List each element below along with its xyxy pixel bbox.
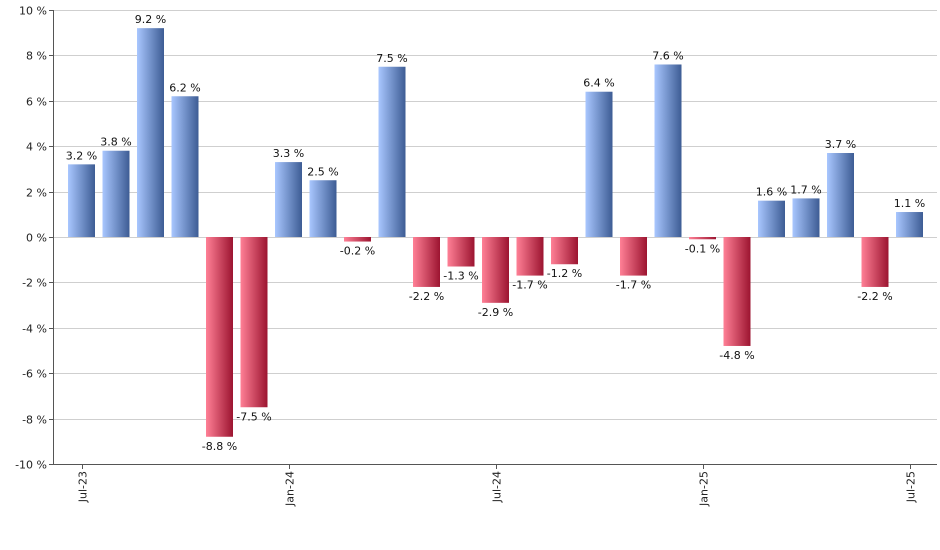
- y-tick-label: 8 %: [26, 50, 47, 63]
- y-tick-label: 0 %: [26, 232, 47, 245]
- data-label-2023-10: 6.2 %: [169, 81, 200, 94]
- data-label-2025-01: -0.1 %: [685, 242, 720, 255]
- data-label-2025-05: 3.7 %: [825, 138, 856, 151]
- bar-2024-06: [447, 237, 475, 267]
- data-label-2025-03: 1.6 %: [756, 186, 787, 199]
- y-tick-label: 6 %: [26, 96, 47, 109]
- data-labels: 3.2 %3.8 % 9.2 % 6.2 % -8.8 % -7.5 % 3.3 %2.5…: [66, 13, 925, 453]
- bar-2024-11: [620, 237, 647, 276]
- bar-2023-07: [68, 164, 95, 237]
- data-label-2024-11: -1.7 %: [616, 279, 651, 292]
- bars: [68, 28, 923, 437]
- bar-2024-12: [654, 64, 682, 237]
- data-label-2024-07: -2.9 %: [478, 306, 513, 319]
- y-tick-label: -10 %: [15, 459, 47, 472]
- bar-2025-07: [896, 212, 923, 237]
- data-label-2023-08: 3.8 %: [100, 136, 131, 149]
- data-label-2024-05: -2.2 %: [409, 290, 444, 303]
- axes: 10 % 8 % 6 % 4 % 2 % 0 % -2 % -4 % -6 % -8 % -10 %…: [15, 5, 937, 507]
- x-tick-label: Jul-24: [491, 471, 504, 503]
- bar-2025-01: [689, 237, 716, 240]
- bar-2023-09: [137, 28, 164, 237]
- y-tick-label: 2 %: [26, 187, 47, 200]
- bar-2024-01: [275, 162, 302, 237]
- data-label-2024-03: -0.2 %: [340, 245, 375, 258]
- bar-2023-11: [206, 237, 233, 437]
- x-tick-label: Jan-25: [698, 471, 711, 507]
- bar-2024-05: [413, 237, 440, 287]
- data-label-2025-04: 1.7 %: [790, 183, 821, 196]
- x-tick-label: Jul-25: [905, 471, 918, 503]
- bar-2025-04: [792, 198, 820, 237]
- y-tick-label: -8 %: [22, 414, 47, 427]
- x-tick-label: Jul-23: [77, 471, 90, 503]
- y-tick-label: 4 %: [26, 141, 47, 154]
- data-label-2024-02: 2.5 %: [307, 165, 338, 178]
- data-label-2024-12: 7.6 %: [652, 49, 683, 62]
- data-label-2025-06: -2.2 %: [857, 290, 892, 303]
- bar-2024-02: [309, 180, 337, 237]
- data-label-2025-02: -4.8 %: [719, 349, 754, 362]
- data-label-2025-07: 1.1 %: [894, 197, 925, 210]
- data-label-2024-06: -1.3 %: [443, 270, 478, 283]
- data-label-2023-12: -7.5 %: [236, 410, 271, 423]
- bar-2024-03: [344, 237, 371, 242]
- bar-2024-04: [378, 66, 406, 237]
- data-label-2023-11: -8.8 %: [202, 440, 237, 453]
- bar-2023-10: [171, 96, 199, 237]
- y-tick-label: 10 %: [19, 5, 47, 18]
- bar-2023-12: [240, 237, 268, 408]
- bar-2024-09: [551, 237, 578, 265]
- data-label-2024-10: 6.4 %: [583, 77, 614, 90]
- bar-2025-06: [861, 237, 889, 287]
- x-tick-label: Jan-24: [284, 471, 297, 507]
- data-label-2024-01: 3.3 %: [273, 147, 304, 160]
- bar-2025-02: [723, 237, 751, 346]
- y-tick-label: -6 %: [22, 368, 47, 381]
- data-label-2023-07: 3.2 %: [66, 149, 97, 162]
- y-tick-label: -2 %: [22, 277, 47, 290]
- data-label-2024-09: -1.2 %: [547, 267, 582, 280]
- data-label-2023-09: 9.2 %: [135, 13, 166, 26]
- bar-2025-03: [758, 200, 785, 237]
- data-label-2024-04: 7.5 %: [376, 52, 407, 65]
- y-tick-label: -4 %: [22, 323, 47, 336]
- data-label-2024-08: -1.7 %: [512, 279, 547, 292]
- bar-2024-07: [482, 237, 509, 303]
- bar-2024-08: [516, 237, 544, 276]
- bar-2024-10: [585, 91, 613, 237]
- bar-2023-08: [102, 150, 130, 237]
- bar-2025-05: [827, 153, 854, 237]
